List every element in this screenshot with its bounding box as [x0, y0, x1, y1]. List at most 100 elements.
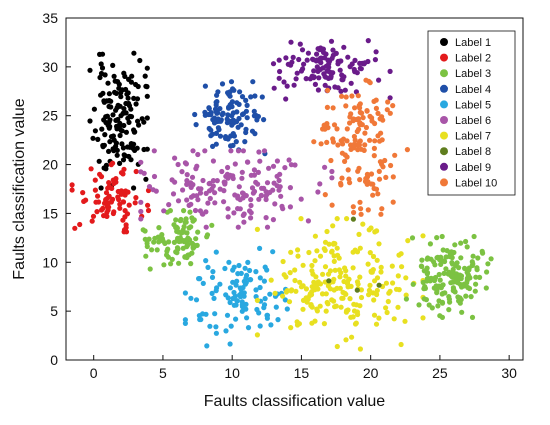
point-label-10: [357, 105, 363, 111]
point-label-10: [325, 87, 331, 93]
point-label-10: [392, 152, 398, 158]
point-label-6: [184, 178, 190, 184]
point-label-1: [112, 78, 118, 84]
point-label-10: [339, 150, 345, 156]
point-label-3: [166, 239, 172, 245]
point-label-4: [228, 79, 235, 85]
point-label-6: [138, 216, 144, 222]
point-label-3: [464, 244, 470, 250]
point-label-10: [350, 145, 357, 151]
point-label-6: [170, 191, 177, 197]
point-label-6: [195, 151, 201, 158]
point-label-3: [149, 247, 155, 253]
point-label-3: [455, 294, 461, 300]
y-tick-label: 10: [42, 254, 58, 270]
point-label-1: [134, 96, 141, 102]
point-label-7: [308, 302, 314, 308]
point-label-4: [202, 112, 208, 118]
point-label-5: [188, 295, 194, 301]
point-label-7: [334, 245, 340, 251]
point-label-3: [484, 269, 490, 275]
point-label-4: [226, 91, 232, 97]
point-label-7: [350, 265, 356, 271]
point-label-4: [243, 108, 249, 114]
point-label-9: [342, 87, 348, 93]
point-label-6: [138, 199, 144, 205]
point-label-5: [239, 302, 245, 308]
point-label-3: [403, 296, 409, 302]
point-label-3: [448, 273, 454, 279]
point-label-6: [248, 197, 254, 203]
x-tick-label: 0: [90, 365, 98, 381]
point-label-6: [180, 187, 186, 193]
point-label-7: [315, 286, 321, 292]
point-label-4: [215, 89, 221, 95]
point-label-5: [197, 276, 203, 282]
point-label-6: [248, 210, 254, 216]
point-label-7: [303, 286, 309, 292]
point-label-1: [113, 143, 119, 149]
point-label-7: [286, 299, 293, 305]
point-label-10: [371, 153, 377, 159]
point-label-5: [239, 308, 245, 314]
point-label-3: [186, 225, 192, 231]
point-label-5: [230, 267, 236, 273]
point-label-6: [287, 185, 293, 191]
point-label-5: [223, 328, 229, 334]
point-label-5: [244, 315, 250, 321]
point-label-1: [98, 61, 104, 67]
point-label-4: [193, 122, 199, 128]
point-label-7: [390, 280, 396, 286]
point-label-3: [434, 235, 440, 241]
point-label-3: [425, 255, 431, 261]
point-label-9: [328, 38, 335, 44]
point-label-6: [286, 157, 292, 163]
point-label-6: [192, 207, 199, 214]
point-label-9: [365, 38, 371, 44]
point-label-6: [322, 164, 328, 170]
point-label-6: [244, 159, 251, 165]
point-label-7: [334, 216, 340, 222]
point-label-3: [466, 267, 472, 273]
point-label-5: [210, 269, 216, 275]
point-label-4: [228, 143, 234, 149]
point-label-4: [192, 111, 198, 118]
point-label-6: [258, 193, 264, 199]
point-label-6: [248, 202, 254, 209]
point-label-1: [92, 128, 98, 134]
point-label-4: [259, 94, 265, 100]
point-label-2: [126, 202, 132, 208]
point-label-5: [261, 305, 267, 311]
point-label-5: [254, 306, 260, 313]
point-label-7: [254, 332, 260, 338]
point-label-3: [420, 279, 426, 285]
point-label-1: [107, 123, 113, 130]
point-label-7: [370, 253, 377, 260]
point-label-3: [475, 255, 481, 261]
point-label-1: [144, 93, 150, 99]
point-label-7: [306, 249, 312, 256]
point-label-6: [189, 174, 196, 180]
point-label-1: [131, 129, 137, 135]
point-label-3: [147, 266, 153, 272]
point-label-6: [256, 149, 262, 155]
point-label-1: [116, 81, 122, 87]
point-label-5: [284, 306, 290, 312]
point-label-3: [423, 297, 429, 303]
point-label-9: [322, 73, 328, 80]
point-label-3: [456, 265, 462, 271]
point-label-10: [343, 94, 349, 100]
point-label-9: [348, 80, 354, 86]
point-label-3: [452, 242, 458, 248]
point-label-9: [335, 61, 341, 67]
point-label-5: [233, 316, 239, 322]
point-label-3: [474, 267, 480, 273]
point-label-9: [332, 84, 338, 90]
point-label-1: [99, 51, 106, 57]
point-label-7: [384, 309, 390, 316]
point-label-9: [357, 60, 363, 66]
point-label-7: [343, 337, 349, 343]
point-label-2: [95, 193, 101, 199]
point-label-3: [453, 279, 459, 285]
point-label-7: [330, 223, 336, 229]
